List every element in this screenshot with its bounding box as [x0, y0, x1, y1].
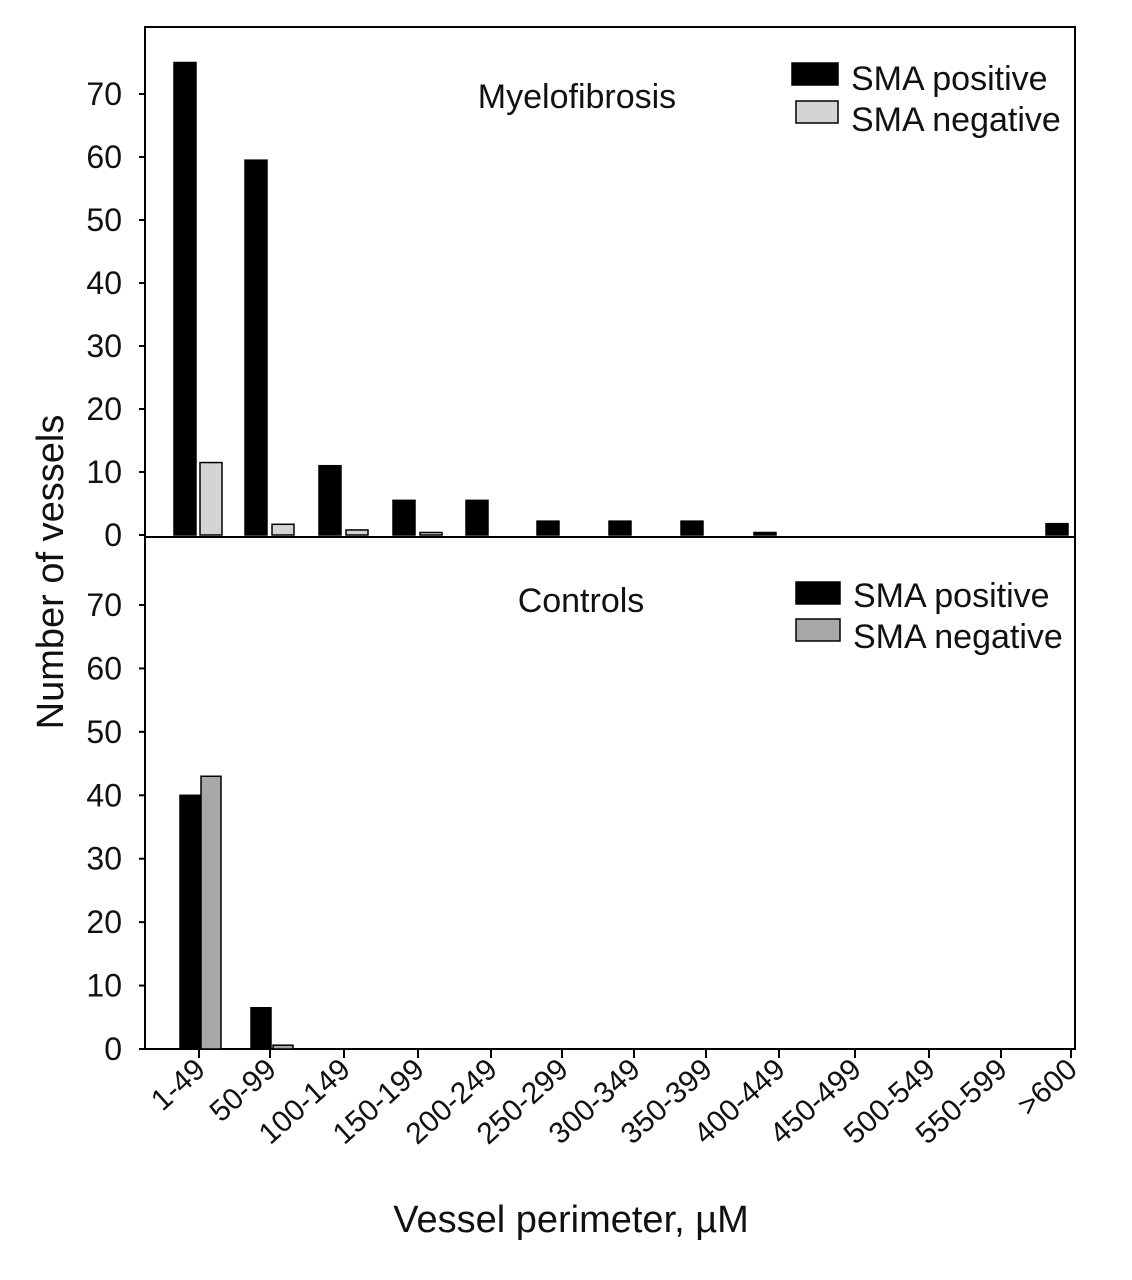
- legend-label-positive: SMA positive: [851, 60, 1048, 98]
- bar-sma-negative-myelofibrosis: [271, 523, 295, 536]
- bar-sma-negative-myelofibrosis: [345, 529, 369, 536]
- panel-title-myelofibrosis: Myelofibrosis: [478, 78, 676, 116]
- y-tick-label: 60: [86, 650, 122, 686]
- y-tick-label: 70: [86, 587, 122, 623]
- legend-label-negative: SMA negative: [853, 618, 1063, 656]
- y-tick-label: 70: [86, 76, 122, 112]
- bar-sma-positive-myelofibrosis: [1045, 522, 1069, 536]
- x-tick-label: >600: [1011, 1053, 1083, 1123]
- bar-sma-positive-myelofibrosis: [392, 499, 416, 536]
- y-tick-label: 60: [86, 139, 122, 175]
- bar-sma-negative-myelofibrosis: [199, 461, 223, 536]
- bar-sma-positive-myelofibrosis: [536, 520, 560, 536]
- bar-sma-negative-controls: [272, 1044, 294, 1050]
- y-tick-label: 0: [104, 517, 122, 553]
- panel-controls-marks: 0 10 20 30 40 50 60 70: [86, 587, 294, 1067]
- y-tick-label: 50: [86, 202, 122, 238]
- bar-sma-positive-myelofibrosis: [465, 499, 489, 536]
- bar-sma-positive-myelofibrosis: [173, 61, 197, 536]
- x-axis-title: Vessel perimeter, µM: [393, 1199, 749, 1241]
- legend-swatch-positive: [795, 581, 841, 605]
- legend-swatch-negative: [795, 100, 839, 124]
- y-axis-title: Number of vessels: [30, 415, 72, 730]
- x-tick-label: 1-49: [145, 1053, 212, 1118]
- legend-controls: SMA positive SMA negative: [795, 577, 1063, 656]
- panel-title-controls: Controls: [518, 582, 645, 620]
- legend-label-negative: SMA negative: [851, 101, 1061, 139]
- y-tick-label: 10: [86, 454, 122, 490]
- y-tick-label: 20: [86, 904, 122, 940]
- y-tick-label: 50: [86, 714, 122, 750]
- x-axis: 1-4950-99100-149150-199200-249250-299300…: [145, 1049, 1084, 1151]
- bar-sma-positive-myelofibrosis: [680, 520, 704, 536]
- bar-sma-positive-myelofibrosis: [608, 520, 632, 536]
- y-tick-label: 20: [86, 391, 122, 427]
- legend-swatch-positive: [791, 62, 839, 86]
- y-tick-label: 30: [86, 841, 122, 877]
- bar-sma-positive-myelofibrosis: [244, 159, 268, 536]
- legend-myelofibrosis: SMA positive SMA negative: [791, 60, 1061, 139]
- legend-swatch-negative: [795, 618, 841, 642]
- bar-sma-positive-myelofibrosis: [753, 531, 777, 536]
- bar-sma-positive-myelofibrosis: [318, 464, 342, 536]
- panel-myelofibrosis-marks: 0 10 20 30 40 50 60 70: [86, 61, 1069, 553]
- panel-frame-controls: [144, 536, 1076, 1050]
- y-tick-label: 30: [86, 328, 122, 364]
- bar-sma-positive-controls: [179, 794, 201, 1050]
- bar-sma-positive-controls: [250, 1007, 272, 1050]
- y-tick-label: 40: [86, 265, 122, 301]
- y-tick-label: 0: [104, 1031, 122, 1067]
- y-tick-label: 40: [86, 777, 122, 813]
- bar-sma-negative-controls: [200, 775, 222, 1050]
- legend-label-positive: SMA positive: [853, 577, 1050, 615]
- bar-sma-negative-myelofibrosis: [419, 531, 443, 536]
- y-tick-label: 10: [86, 968, 122, 1004]
